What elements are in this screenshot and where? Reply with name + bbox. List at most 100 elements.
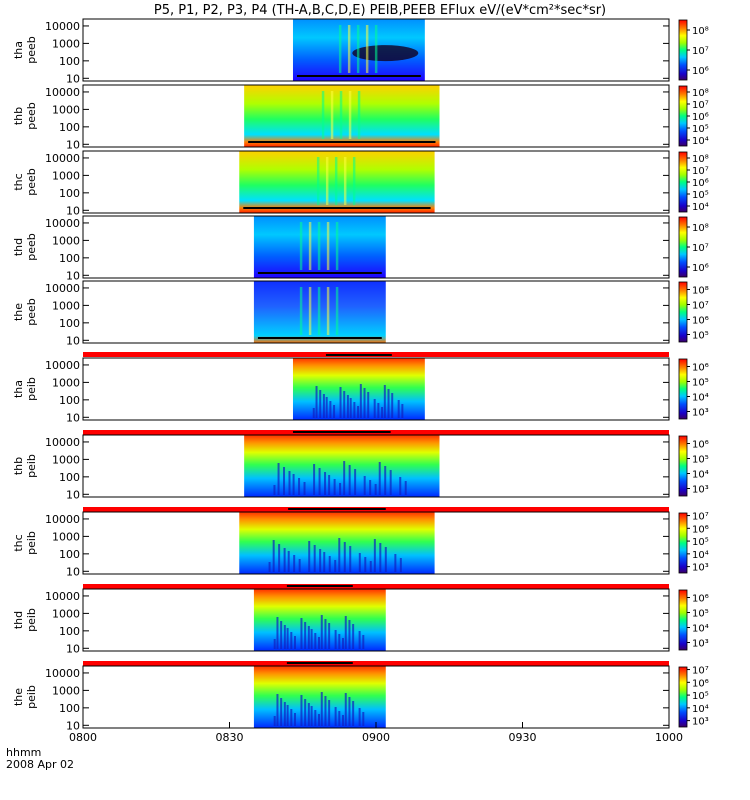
ion-streak <box>314 710 317 726</box>
panel-ylabel-line: the <box>12 688 25 706</box>
ion-streak <box>339 387 342 418</box>
panel-thb-peib: 10 100 1000 10000 thb peib 10³ 10⁴ 10⁵ 10⁶ <box>12 431 709 501</box>
ion-streak <box>303 482 306 495</box>
ion-streak <box>280 621 283 649</box>
y-tick-label: 1000 <box>52 299 80 312</box>
ion-streak <box>379 543 382 572</box>
ion-streak <box>293 713 296 726</box>
ion-streak <box>314 633 317 649</box>
y-tick-label: 1000 <box>52 376 80 389</box>
ion-streak <box>377 403 380 418</box>
colorbar-tick-label: 10⁷ <box>692 666 709 677</box>
panel-frame <box>82 18 670 82</box>
panel-tha-peeb: 10 100 1000 10000 tha peeb 10⁶ 10⁷ 10⁸ <box>12 18 709 85</box>
ion-streak <box>283 625 286 649</box>
flux-streak <box>338 25 342 73</box>
ion-streak <box>293 636 296 649</box>
ion-streak <box>387 389 390 418</box>
ion-streak <box>363 388 366 418</box>
time-axis: 0800 0830 0900 0930 1000 <box>69 722 683 744</box>
ion-streak <box>290 709 293 726</box>
ion-streak <box>325 397 328 418</box>
ion-streak <box>293 555 296 572</box>
flux-streak <box>365 25 369 73</box>
y-tick-label: 100 <box>59 702 80 715</box>
ion-streak <box>339 483 342 495</box>
ion-streak <box>272 540 275 572</box>
colorbar-tick-label: 10⁷ <box>692 46 709 57</box>
flux-streak <box>308 287 312 335</box>
ion-streak <box>308 541 311 572</box>
panel-tha-peib: 10 100 1000 10000 tha peib 10³ 10⁴ 10⁵ 10⁶ <box>12 354 709 424</box>
ion-streak <box>286 628 289 649</box>
ion-streak <box>373 399 376 418</box>
y-tick-label: 100 <box>59 471 80 484</box>
panel-ylabel-line: the <box>12 303 25 321</box>
colorbar-tick-label: 10⁶ <box>692 112 709 123</box>
panel-frame <box>82 280 670 344</box>
colorbar-tick-label: 10³ <box>692 485 709 496</box>
ion-streak <box>276 694 279 726</box>
ion-streak <box>283 548 286 572</box>
panel-thd-peeb: 10 100 1000 10000 thd peeb 10⁶ 10⁷ 10⁸ <box>12 215 709 282</box>
ion-streak <box>374 484 377 495</box>
y-tick-label: 1000 <box>52 684 80 697</box>
ion-streak <box>273 639 276 649</box>
panel-frame <box>82 357 670 421</box>
colorbar-tick-label: 10⁶ <box>692 66 709 77</box>
ion-streak <box>283 702 286 726</box>
ion-streak <box>273 485 276 495</box>
y-tick-label: 100 <box>59 548 80 561</box>
y-tick-label: 10000 <box>45 667 80 680</box>
y-tick-label: 10 <box>66 72 80 85</box>
colorbar-tick-label: 10⁴ <box>692 704 709 715</box>
y-tick-label: 10000 <box>45 436 80 449</box>
colorbar-tick-label: 10⁷ <box>692 512 709 523</box>
panel-thd-peib: 10 100 1000 10000 thd peib 10³ 10⁴ 10⁵ 10⁶ <box>12 585 709 655</box>
colorbar <box>678 358 688 420</box>
ion-streak <box>276 617 279 649</box>
ion-streak <box>348 697 351 726</box>
x-tick-label: 1000 <box>655 731 683 744</box>
ion-streak <box>358 553 361 572</box>
ion-streak <box>334 560 337 572</box>
ion-streak <box>304 699 307 726</box>
colorbar-tick-label: 10⁸ <box>692 26 709 37</box>
ion-streak <box>346 395 349 418</box>
flux-streak <box>326 222 330 270</box>
ion-streak <box>287 551 290 572</box>
flux-streak <box>347 25 351 73</box>
ion-streak <box>344 693 347 726</box>
flux-streak <box>374 25 378 73</box>
ion-streak <box>298 478 301 495</box>
colorbar-tick-label: 10³ <box>692 408 709 419</box>
ion-streak <box>320 615 323 649</box>
ion-streak <box>307 626 310 649</box>
ion-streak <box>324 472 327 495</box>
colorbar <box>678 666 688 728</box>
ion-streak <box>334 707 337 726</box>
ion-streak <box>354 469 357 495</box>
ion-streak <box>328 700 331 726</box>
flux-streak <box>326 287 330 335</box>
spectrogram-fill <box>244 435 440 497</box>
panel-ylabel-line: peib <box>25 608 38 632</box>
ion-streak <box>362 635 365 649</box>
ion-streak <box>319 390 322 418</box>
panel-ylabel-line: peeb <box>25 298 38 326</box>
colorbar-tick-label: 10⁵ <box>692 691 709 702</box>
ion-streak <box>384 466 387 495</box>
panel-ylabel-line: peib <box>25 531 38 555</box>
ion-streak <box>358 631 361 649</box>
ion-streak <box>397 400 400 418</box>
colorbar-tick-label: 10⁵ <box>692 331 709 342</box>
colorbar-tick-label: 10⁵ <box>692 609 709 620</box>
y-tick-label: 10000 <box>45 217 80 230</box>
flux-streak <box>334 157 338 205</box>
y-tick-label: 10 <box>66 719 80 732</box>
ion-streak <box>362 712 365 726</box>
